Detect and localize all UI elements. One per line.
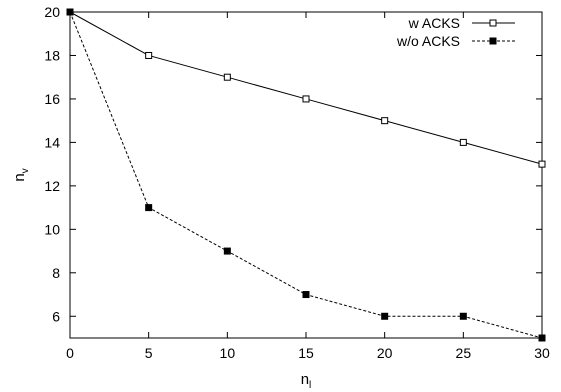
x-tick-label: 25 bbox=[456, 345, 472, 361]
data-point bbox=[381, 117, 389, 125]
data-point bbox=[145, 204, 153, 212]
x-tick-label: 20 bbox=[377, 345, 393, 361]
data-point bbox=[223, 247, 231, 255]
x-axis-label-sub: l bbox=[309, 380, 311, 391]
y-tick-label: 14 bbox=[44, 134, 60, 150]
legend: w ACKS w/o ACKS bbox=[396, 15, 515, 49]
data-point bbox=[223, 73, 231, 81]
y-tick-label: 10 bbox=[44, 221, 60, 237]
x-tick-label: 30 bbox=[534, 345, 550, 361]
series-line-1 bbox=[69, 11, 543, 339]
x-tick-label: 10 bbox=[220, 345, 236, 361]
series-line-0 bbox=[69, 11, 543, 165]
axis-ticks: 0 5 10 15 20 25 30 6 8 10 12 14 16 18 20 bbox=[44, 4, 550, 361]
data-point bbox=[459, 312, 467, 320]
data-point bbox=[459, 138, 467, 146]
y-tick-label: 12 bbox=[44, 178, 60, 194]
y-tick-label: 20 bbox=[44, 4, 60, 20]
x-axis-label-base: n bbox=[301, 371, 309, 388]
data-point bbox=[538, 334, 546, 342]
x-tick-label: 0 bbox=[66, 345, 74, 361]
series-layer bbox=[66, 8, 546, 342]
x-tick-label: 15 bbox=[298, 345, 314, 361]
y-axis-label: nv bbox=[11, 168, 31, 181]
data-point bbox=[538, 160, 546, 168]
data-point bbox=[302, 291, 310, 299]
data-point bbox=[66, 8, 74, 16]
legend-label: w/o ACKS bbox=[396, 33, 460, 49]
data-point bbox=[145, 51, 153, 59]
y-axis-label-base: n bbox=[11, 173, 28, 181]
y-tick-label: 18 bbox=[44, 47, 60, 63]
data-point bbox=[302, 95, 310, 103]
legend-marker bbox=[489, 37, 497, 45]
y-tick-label: 16 bbox=[44, 91, 60, 107]
data-point bbox=[381, 312, 389, 320]
x-axis-label: nl bbox=[301, 371, 312, 391]
y-tick-label: 8 bbox=[52, 265, 60, 281]
legend-marker bbox=[489, 19, 497, 27]
legend-label: w ACKS bbox=[408, 15, 460, 31]
y-axis-label-sub: v bbox=[20, 168, 31, 173]
y-tick-label: 6 bbox=[52, 308, 60, 324]
plot-frame bbox=[69, 11, 543, 339]
x-tick-label: 5 bbox=[145, 345, 153, 361]
